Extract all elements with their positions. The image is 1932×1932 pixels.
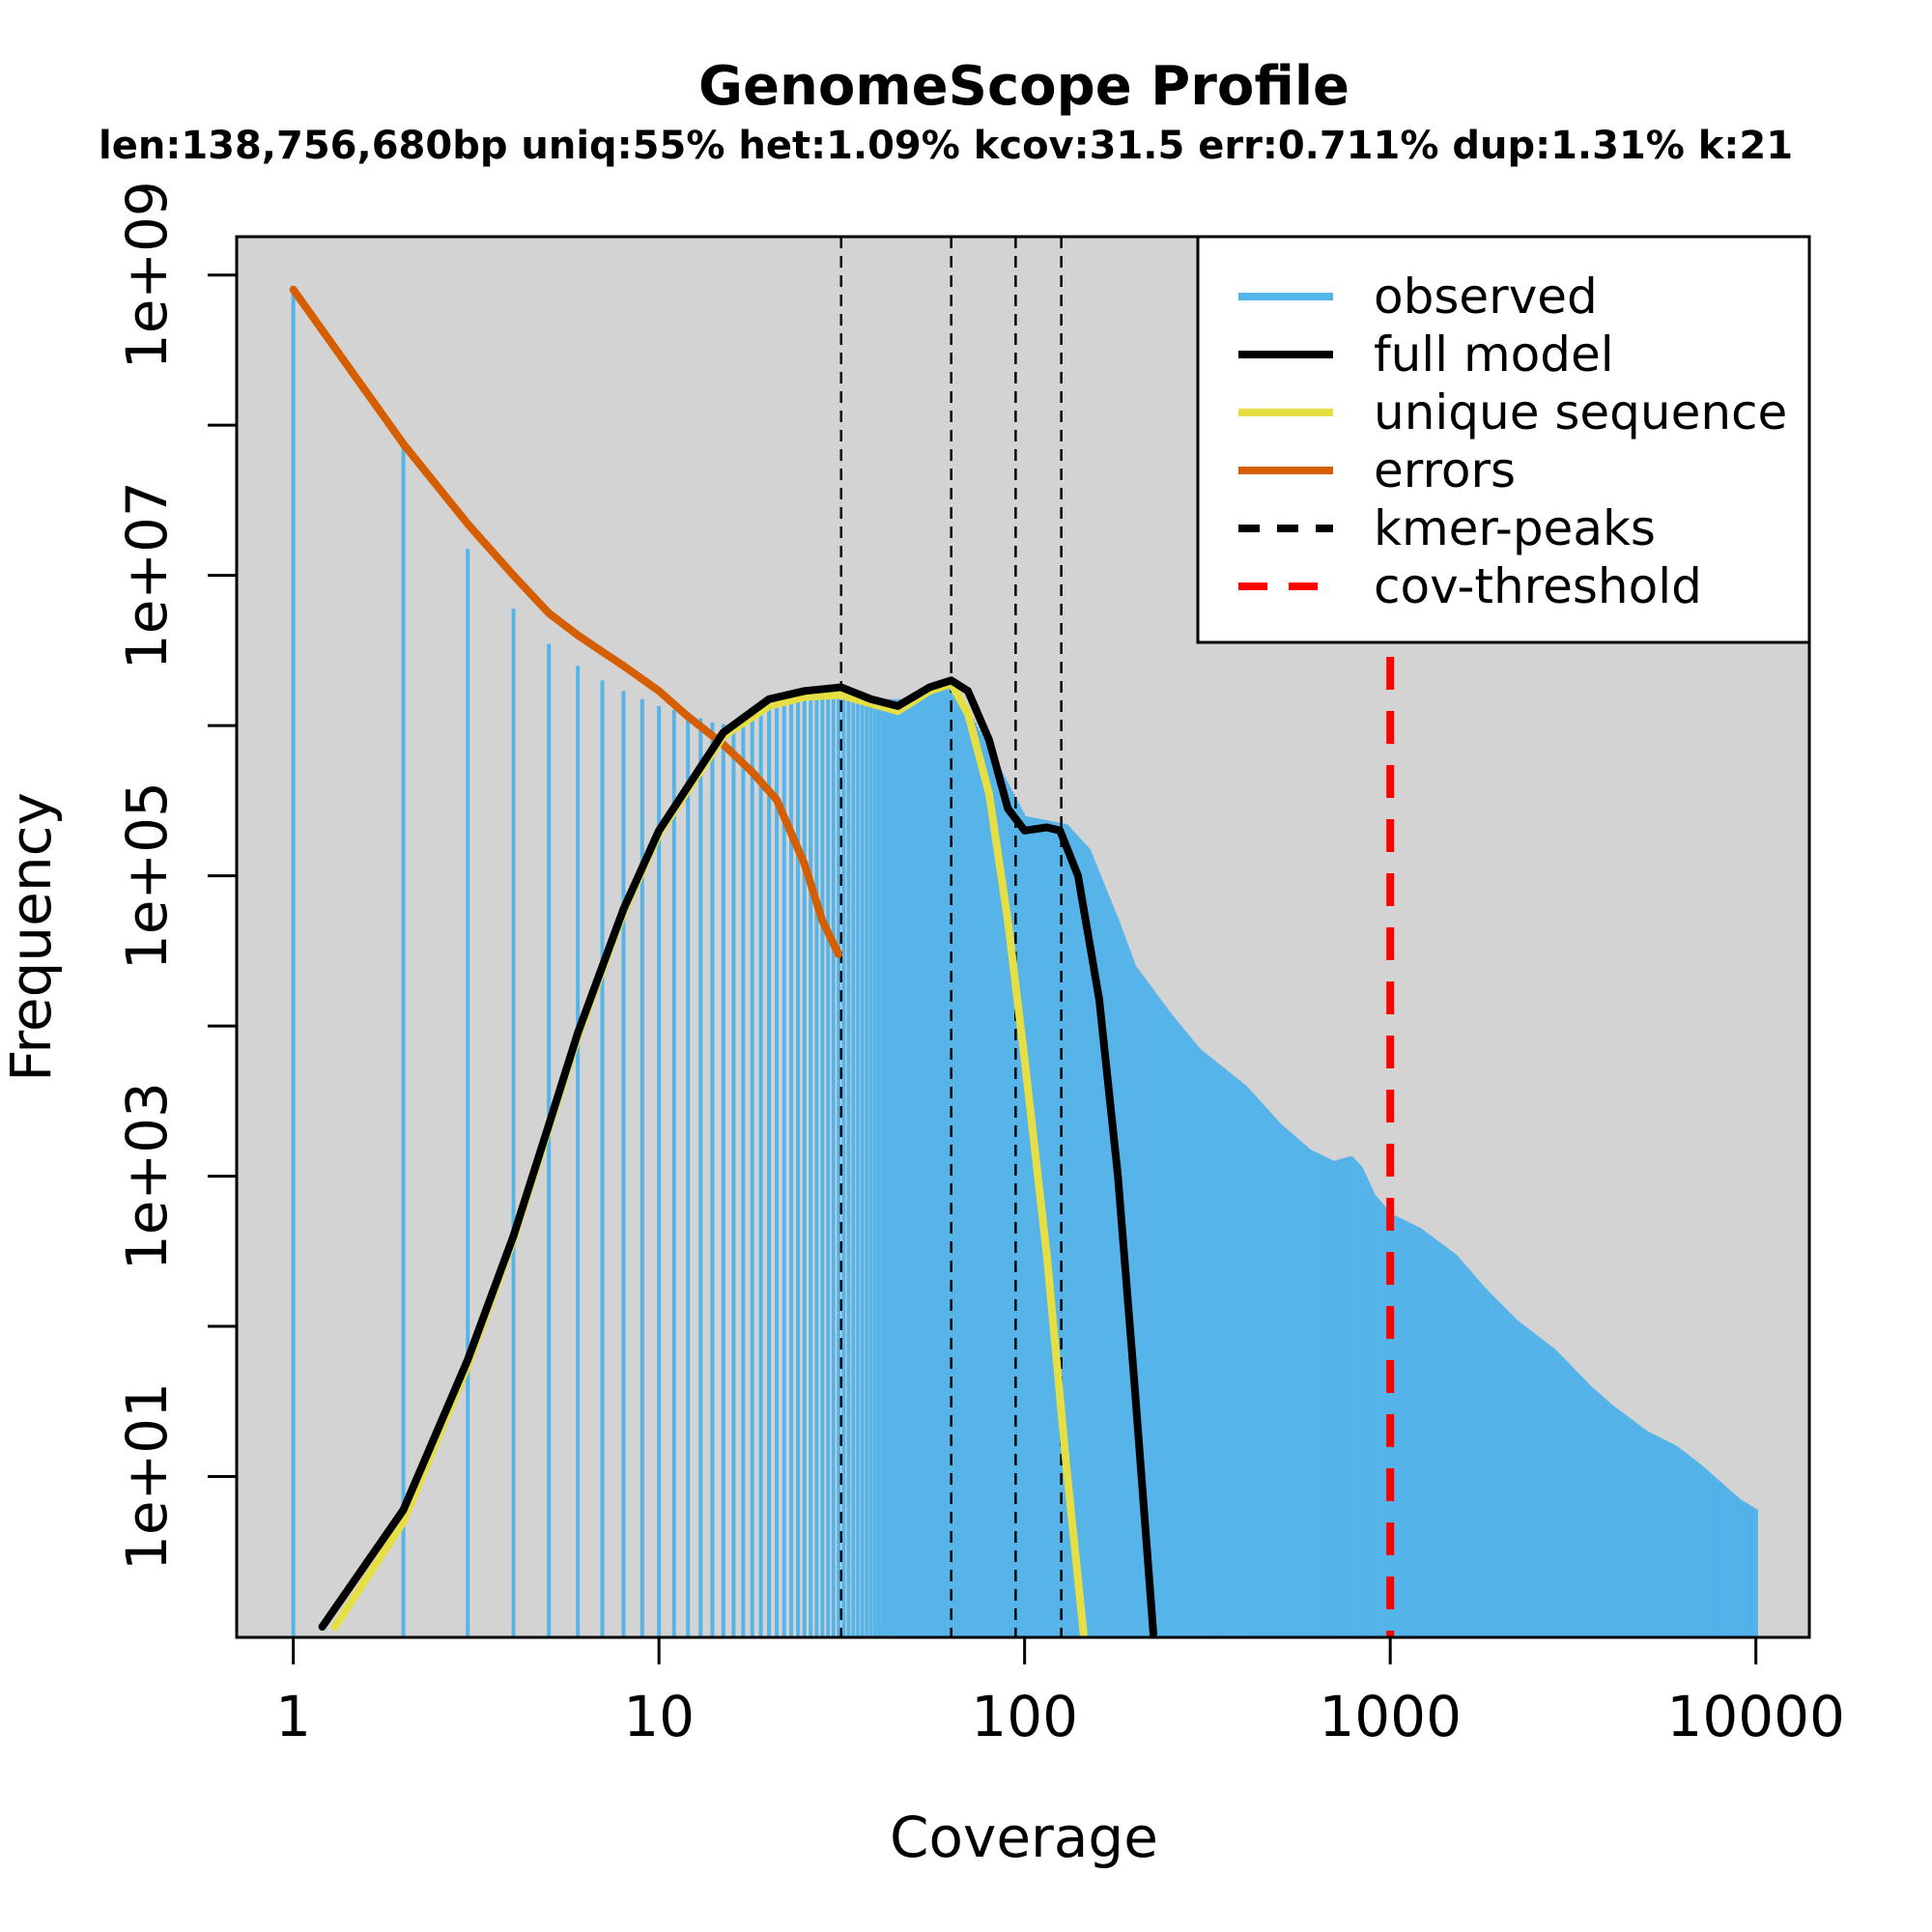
chart-title: GenomeScope Profile <box>698 55 1350 118</box>
observed-histogram <box>291 289 1758 1637</box>
chart-subtitle: len:138,756,680bp uniq:55% het:1.09% kco… <box>99 124 1793 168</box>
